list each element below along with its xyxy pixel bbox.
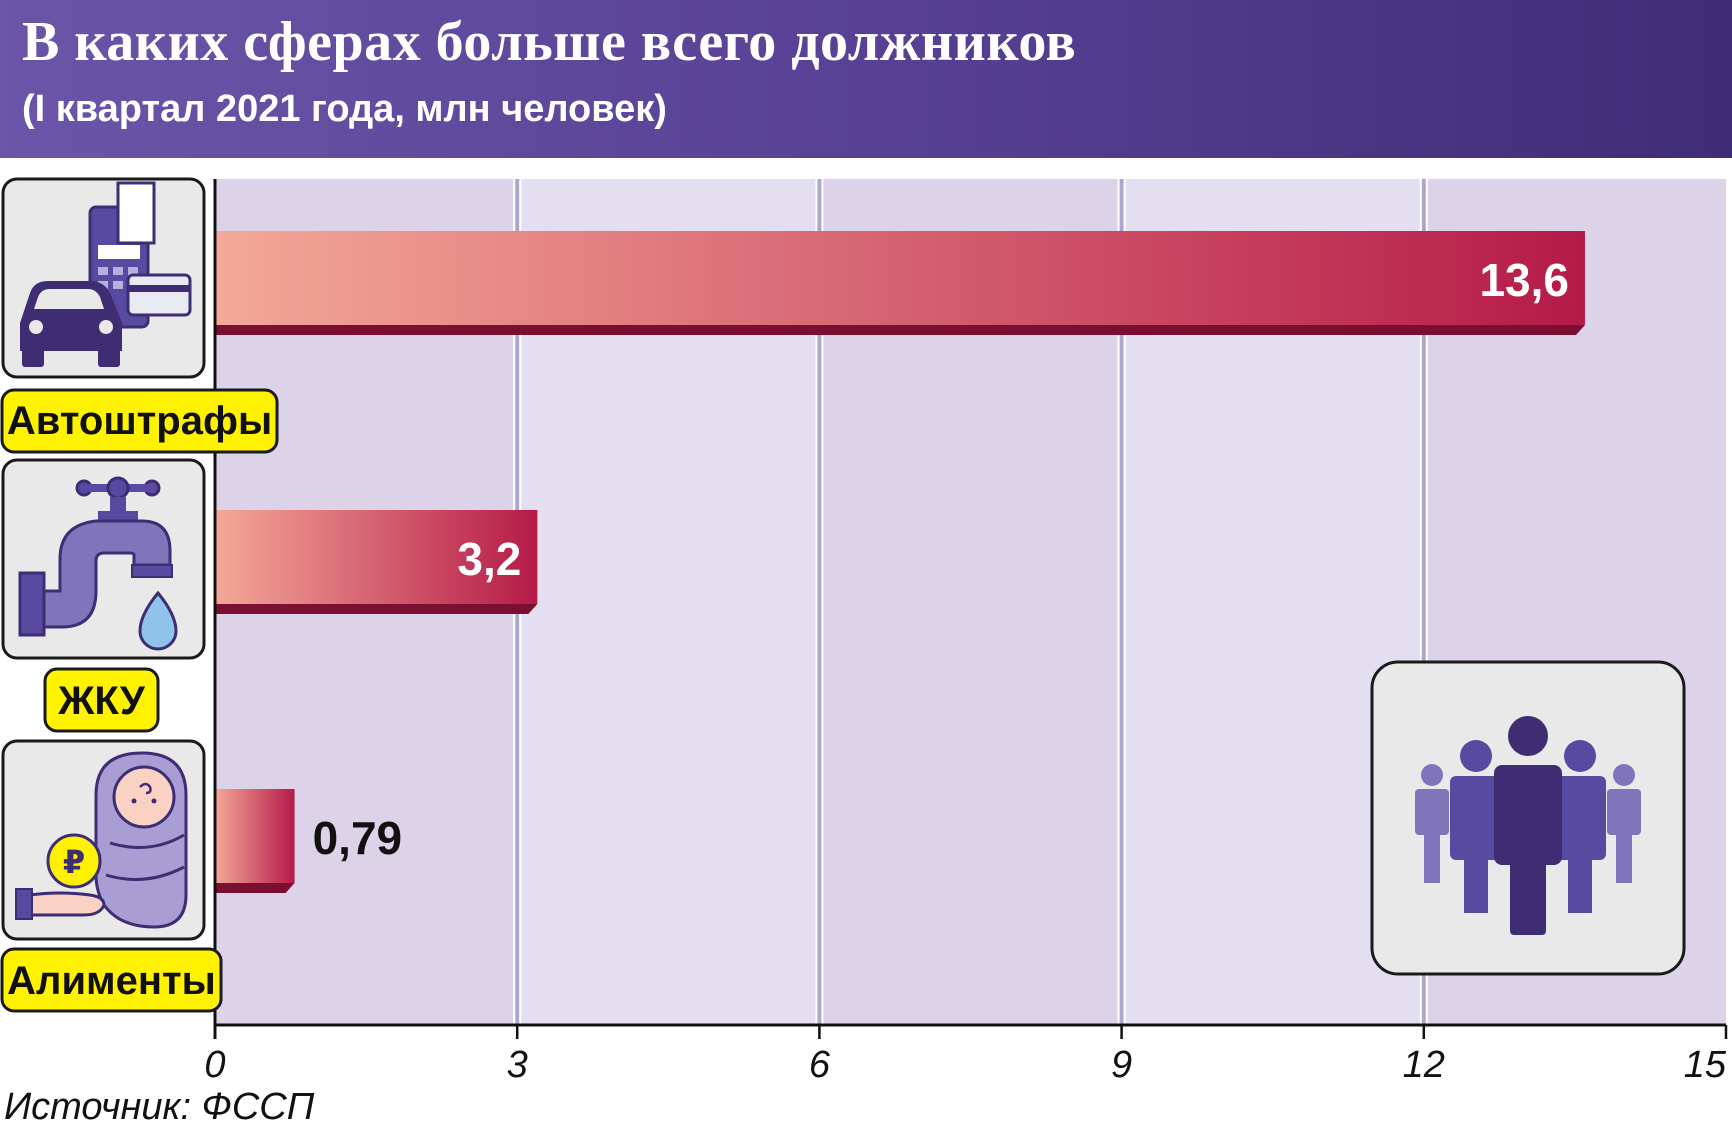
x-tick-label: 15	[1684, 1044, 1727, 1086]
data-label: 13,6	[1479, 254, 1569, 306]
x-tick-label: 6	[809, 1044, 831, 1086]
bar-shadow	[215, 325, 1585, 335]
people-group-panel	[1370, 660, 1686, 976]
category-label-alimony: Алименты	[0, 947, 223, 1013]
header: В каких сферах больше всего должников (I…	[0, 0, 1732, 158]
alimony-baby-icon: ₽	[15, 751, 188, 929]
source-note: Источник: ФССП	[4, 1086, 315, 1128]
x-tick-label: 0	[204, 1044, 225, 1086]
x-axis: 0 3 6 9 12 15	[204, 179, 1728, 1086]
bar-shadow	[215, 604, 538, 614]
category-label-text: Автоштрафы	[7, 399, 272, 443]
category-label-text: Алименты	[7, 959, 216, 1003]
bar	[215, 510, 538, 604]
x-tick-label: 12	[1403, 1044, 1445, 1086]
bar	[215, 789, 295, 883]
category-alimony: ₽	[1, 739, 206, 941]
bar-shadow	[215, 883, 295, 893]
svg-text:₽: ₽	[63, 843, 85, 881]
bar-chart: 13,6 3,2 0,79 0 3 6 9 12 15 Автоштрафы	[0, 177, 1728, 1086]
data-label: 0,79	[313, 812, 403, 864]
people-group-icon	[1415, 716, 1641, 935]
x-tick-label: 9	[1111, 1044, 1132, 1086]
category-autofines	[1, 177, 206, 379]
category-label-text: ЖКУ	[57, 679, 146, 723]
chart-subtitle: (I квартал 2021 года, млн человек)	[22, 88, 667, 130]
bars: 13,6 3,2 0,79	[215, 231, 1585, 893]
category-utilities	[1, 458, 206, 660]
bar	[215, 231, 1585, 325]
category-label-utilities: ЖКУ	[43, 667, 160, 733]
x-tick-label: 3	[507, 1044, 528, 1086]
data-label: 3,2	[457, 533, 521, 585]
water-tap-icon	[18, 476, 178, 651]
category-label-autofines: Автоштрафы	[0, 388, 279, 454]
car-fines-icon	[20, 181, 192, 367]
chart-title: В каких сферах больше всего должников	[22, 11, 1077, 73]
